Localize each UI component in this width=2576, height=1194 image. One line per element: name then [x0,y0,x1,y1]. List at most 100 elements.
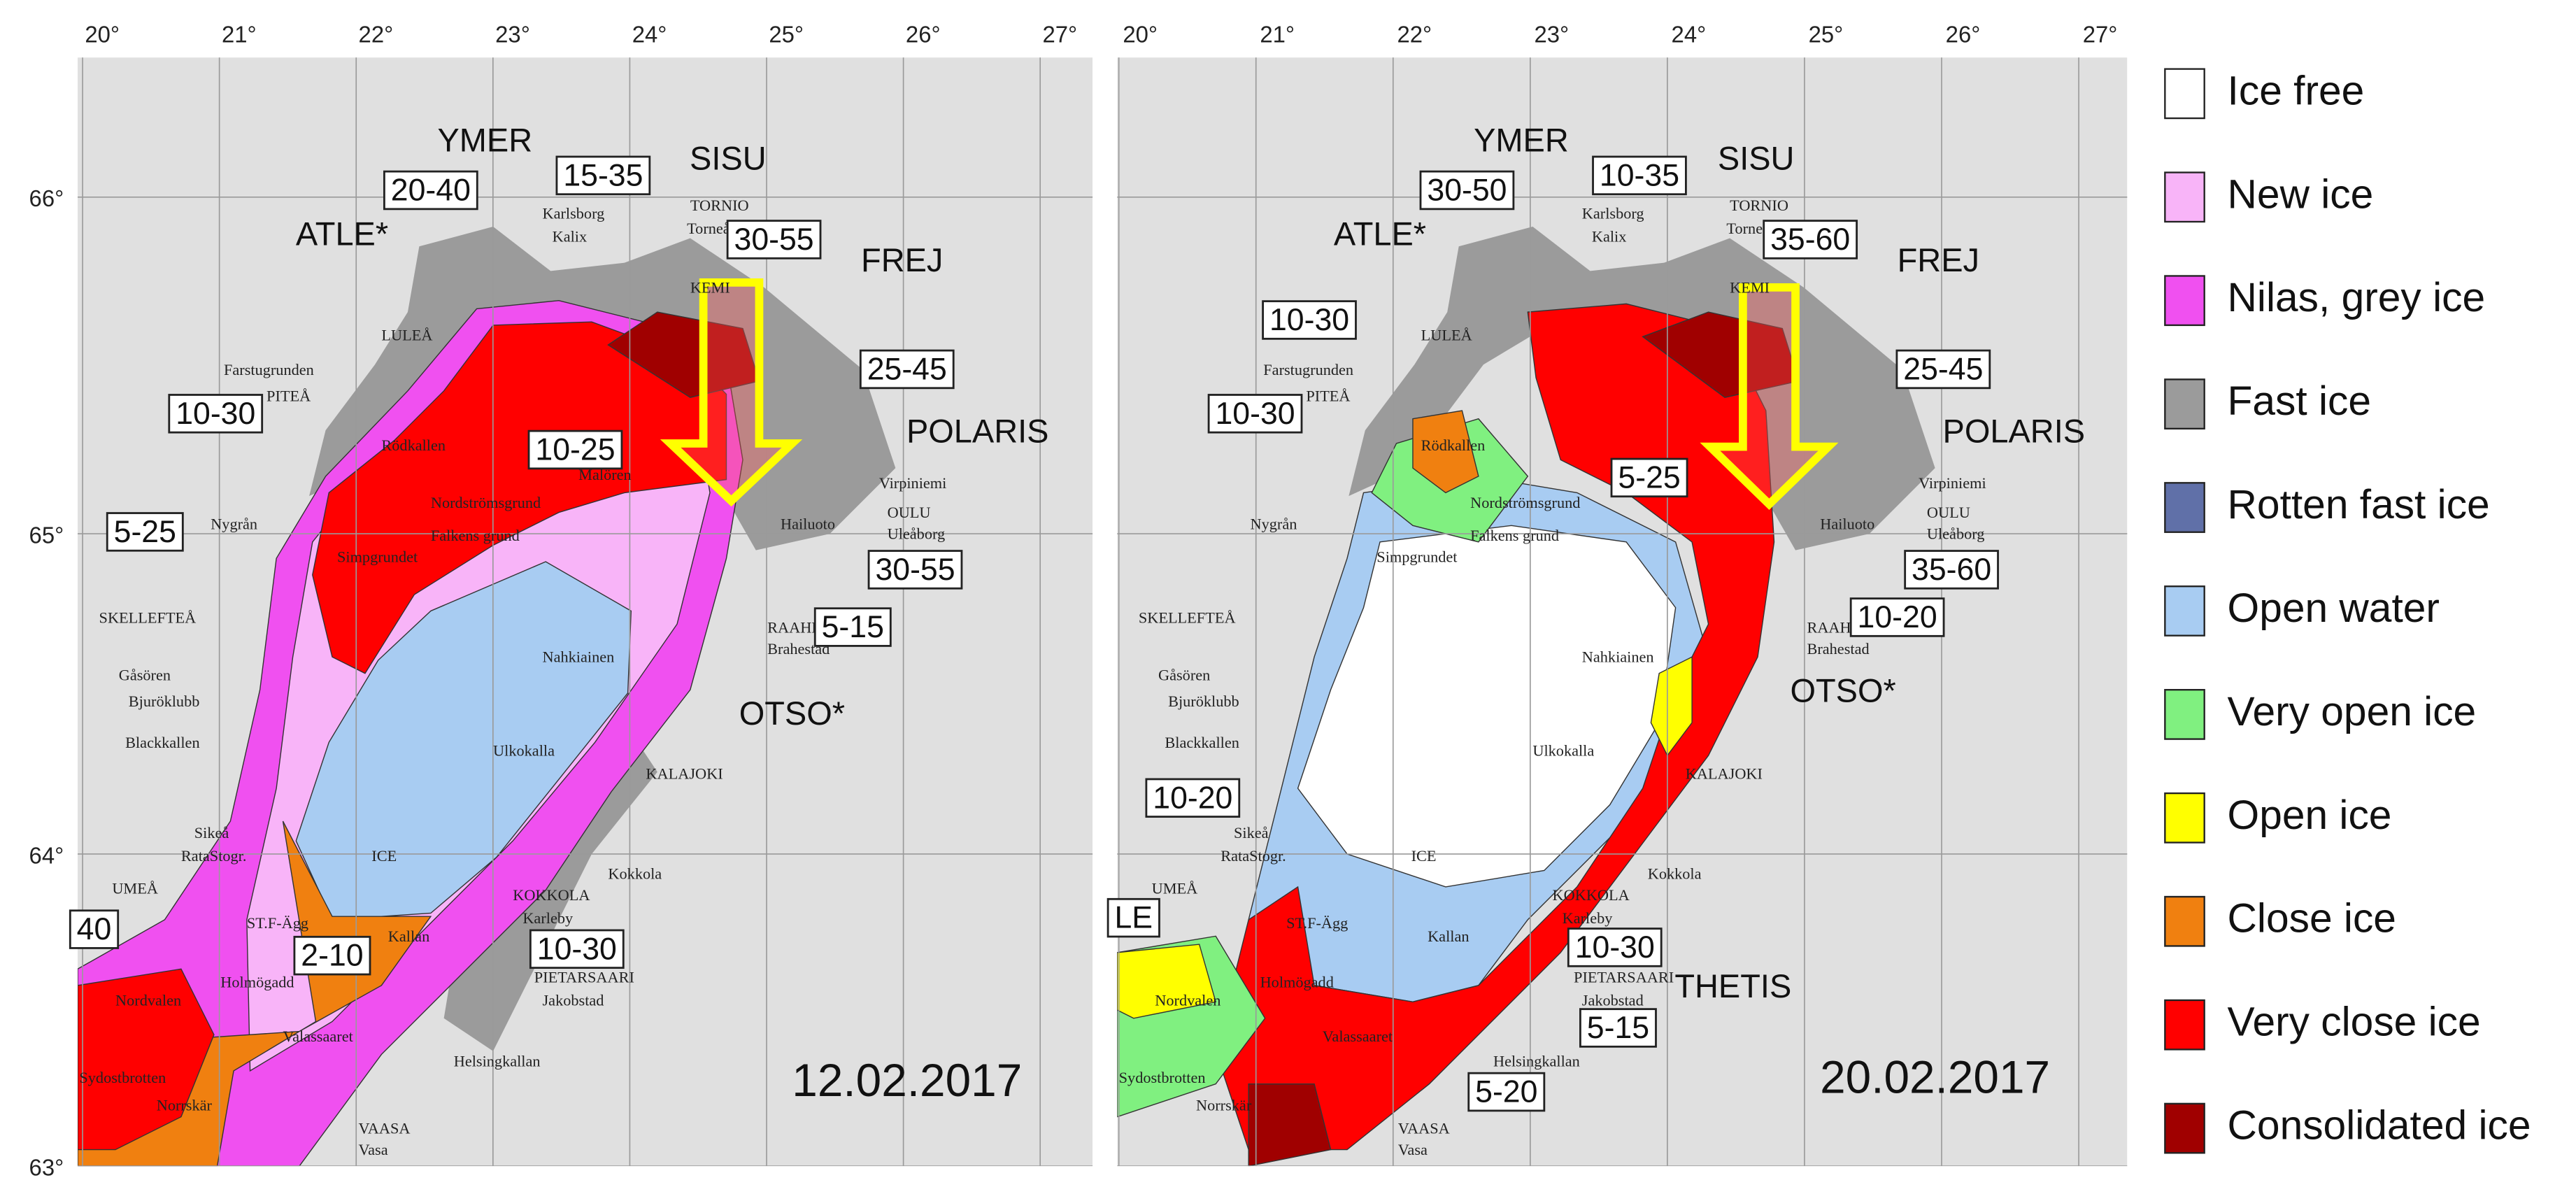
ship-name: SISU [690,140,767,177]
place-name: Nordvalen [115,991,181,1009]
very-close-ice [78,968,215,1151]
ice-thickness: LE [1114,901,1153,935]
place-name: Nygrån [1250,515,1297,532]
label-box [168,394,264,434]
legend-label: Open water [2228,585,2440,631]
longitude-label: 26° [1946,21,1981,47]
latitude-label: 66° [29,185,64,211]
place-name: Bjuröklubb [129,692,200,710]
legend-swatch [2164,792,2205,844]
place-name: KEMI [1730,278,1770,296]
place-name: PIETARSAARI [534,969,634,986]
place-name: Uleåborg [888,525,946,543]
ice-thickness: 10-30 [1215,397,1295,431]
ship-name: FREJ [1898,241,1979,278]
place-name: PITEÅ [1306,387,1350,404]
place-name: KOKKOLA [513,886,590,904]
place-name: Sikeå [194,824,229,841]
place-name: LULEÅ [381,326,432,343]
place-name: UMEÅ [112,880,158,897]
label-box [867,550,963,590]
open-ice [1117,944,1217,1019]
open-water [295,561,632,921]
place-name: Karleby [522,909,574,927]
label-box [859,349,955,390]
label-box [69,909,120,949]
place-name: KEMI [690,278,730,296]
place-name: UMEÅ [1152,880,1198,897]
place-name: RataStogr. [181,847,247,865]
labels: 12.02.2017 20.02.2017 20° 21° 22° 23° 24° 25°… [29,21,2118,1180]
ice-thickness: 5-15 [1587,1011,1649,1045]
legend-label: Nilas, grey ice [2228,275,2486,320]
label-box [1207,394,1303,434]
ice-thickness: 10-30 [1575,930,1655,965]
ice-map [78,57,1093,1167]
legend-label: Very open ice [2228,689,2477,734]
label-box [813,607,892,647]
ship-name: POLARIS [1943,412,2086,449]
ice-map [1117,57,2128,1167]
longitude-label: 22° [359,21,394,47]
ice-thickness: 25-45 [867,352,947,386]
ship-name: ATLE* [1334,215,1426,253]
place-name: OULU [888,504,931,521]
place-name: RataStogr. [1221,847,1286,865]
place-name: Jakobstad [543,991,604,1009]
yellow-arrow [660,278,1839,511]
place-name: Torneå [1726,220,1770,237]
place-name: Helsingkallan [1493,1052,1580,1069]
place-name: Jakobstad [1582,991,1644,1009]
place-name: Norrskär [1196,1097,1252,1114]
legend-label: Open ice [2228,793,2392,838]
label-box [1567,928,1663,967]
latitude-label: 64° [29,842,64,868]
label-box [1262,300,1357,340]
place-name: Kallan [388,928,429,945]
longitude-label: 26° [906,21,941,47]
longitude-label: 23° [1535,21,1570,47]
label-box [726,220,822,260]
place-name: Nordvalen [1155,991,1221,1009]
place-name: Farstugrunden [1263,361,1353,378]
ice-thickness: 5-25 [1618,460,1680,495]
place-name: Uleåborg [1927,525,1985,543]
place-name: Nahkiainen [1582,648,1654,666]
place-name: Hailuoto [1820,515,1874,532]
legend-label: Ice free [2228,68,2365,113]
place-name: Norrskär [157,1097,213,1114]
label-box [527,429,623,470]
longitude-label: 27° [2083,21,2118,47]
legend-swatch [2164,999,2205,1051]
ship-name: SISU [1718,140,1795,177]
place-name: Karlsborg [1582,205,1644,222]
fast-ice [1349,227,1935,550]
longitude-label: 24° [1672,21,1707,47]
longitude-label: 27° [1043,21,1078,47]
latitude-label: 63° [29,1154,64,1180]
legend: Ice free New ice Nilas, grey ice Fast ice Ro… [2164,68,2531,1154]
place-name: Helsingkallan [454,1052,541,1069]
place-name: KALAJOKI [1686,765,1763,782]
legend-swatch [2164,482,2205,533]
ship-name: OTSO* [1790,671,1895,709]
place-name: Nygrån [211,515,257,532]
place-name: KOKKOLA [1553,886,1630,904]
ice-thickness: 15-35 [563,158,643,192]
place-name: Kokkola [1648,865,1702,883]
longitude-label: 21° [1260,21,1295,47]
ship-name: OTSO* [739,695,845,732]
place-name: Simpgrundet [337,548,418,565]
open-ice [1650,656,1693,757]
ship-name: POLARIS [906,412,1049,449]
label-box [1106,897,1160,938]
place-name: ST.F-Ägg [247,914,308,932]
place-name: Karleby [1563,909,1614,927]
place-name: PITEÅ [266,387,311,404]
place-name: Kokkola [608,865,662,883]
ice-thickness: 30-55 [875,553,955,587]
place-name: Brahestad [1807,640,1869,658]
consolidated-ice [1248,1083,1332,1167]
ice-thickness: 20-40 [391,173,471,207]
